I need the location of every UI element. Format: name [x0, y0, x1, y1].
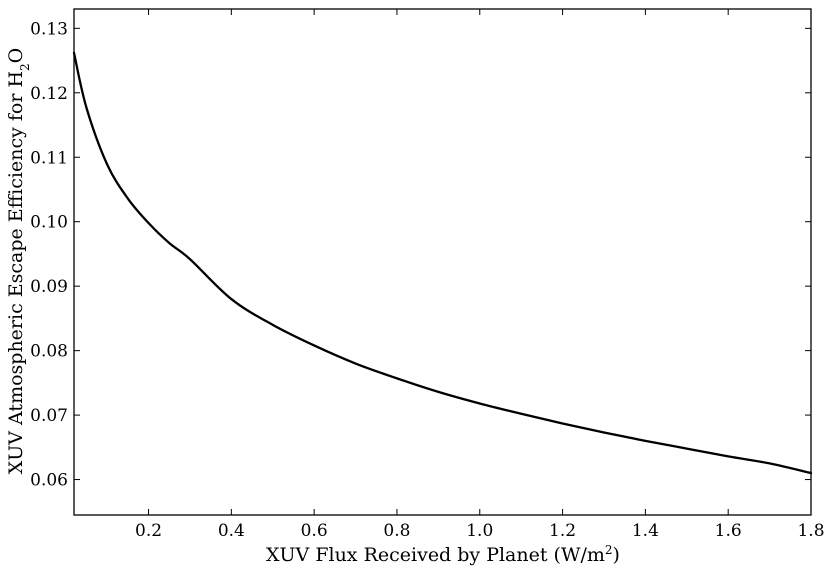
y-axis-label: XUV Atmospheric Escape Efficiency for H2…: [5, 48, 32, 475]
x-tick-label: 1.4: [632, 521, 659, 541]
y-tick-label: 0.12: [30, 84, 68, 104]
x-tick-label: 0.6: [301, 521, 328, 541]
plot-frame: [73, 8, 812, 516]
y-tick-label: 0.09: [30, 277, 68, 297]
y-tick-label: 0.10: [30, 213, 68, 233]
x-tick-label: 0.2: [135, 521, 162, 541]
axis-ticks: [74, 9, 812, 515]
series-line: [72, 51, 813, 475]
y-tick-label: 0.13: [30, 19, 68, 39]
y-tick-label: 0.06: [30, 471, 68, 491]
x-axis-label: XUV Flux Received by Planet (W/m2): [266, 543, 620, 566]
tick-labels: 0.2 0.4 0.6 0.8 1.0 1.2 1.4 1.6 1.8 0.06 0.07 0.08 0…: [30, 19, 824, 541]
x-tick-label: 0.4: [218, 521, 245, 541]
x-tick-label: 1.0: [466, 521, 493, 541]
plot-marks: [72, 51, 813, 475]
y-tick-label: 0.07: [30, 406, 68, 426]
y-tick-label: 0.11: [30, 148, 68, 168]
x-tick-label: 1.2: [549, 521, 576, 541]
x-tick-label: 1.6: [715, 521, 742, 541]
y-tick-label: 0.08: [30, 342, 68, 362]
x-tick-label: 0.8: [383, 521, 410, 541]
x-tick-label: 1.8: [797, 521, 824, 541]
